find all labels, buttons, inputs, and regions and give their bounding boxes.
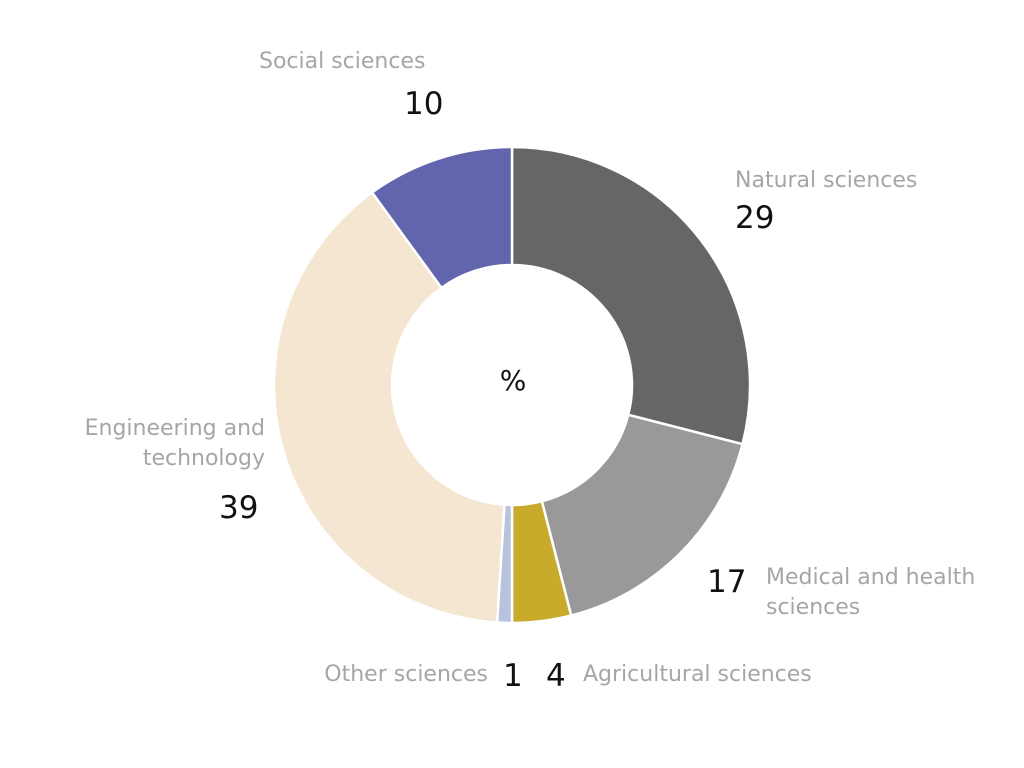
value-label-engineering-technology: 39 xyxy=(219,490,259,526)
value-label-agricultural-sciences: 4 xyxy=(546,658,566,694)
slice-medical-and-health-sciences xyxy=(540,413,745,618)
category-label-agricultural-sciences: Agricultural sciences xyxy=(583,662,812,687)
category-label-natural-sciences: Natural sciences xyxy=(735,168,918,193)
slice-natural-sciences xyxy=(510,145,752,446)
category-label-medical-health: Medical and health sciences xyxy=(766,565,976,620)
center-unit-label: % xyxy=(499,364,527,397)
value-label-other-sciences: 1 xyxy=(503,658,523,694)
value-label-medical-health: 17 xyxy=(707,564,747,600)
category-label-other-sciences: Other sciences xyxy=(324,662,488,687)
category-label-engineering-technology: Engineering and technology xyxy=(84,416,265,471)
category-label-social-sciences: Social sciences xyxy=(259,49,426,74)
value-label-natural-sciences: 29 xyxy=(735,200,775,236)
value-label-social-sciences: 10 xyxy=(404,86,444,122)
slice-engineering-and-technology xyxy=(272,190,506,624)
slice-social-sciences xyxy=(370,145,514,290)
